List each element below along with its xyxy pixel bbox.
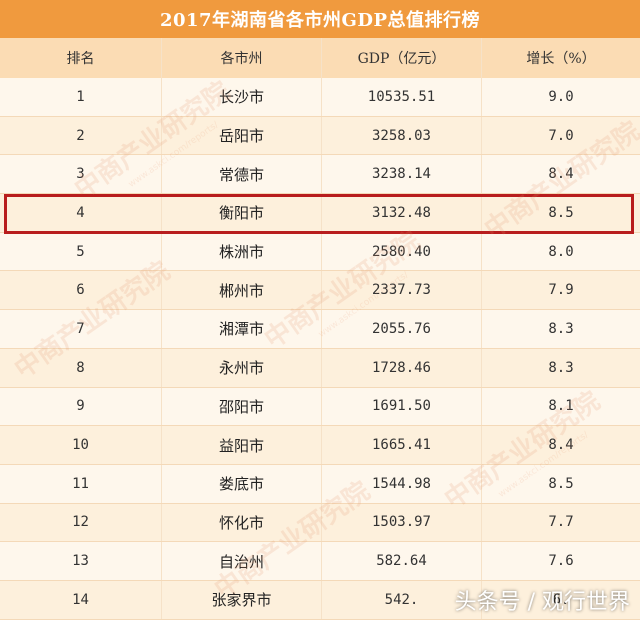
gdp-cell: 1544.98 — [322, 464, 482, 503]
city-cell: 自治州 — [162, 542, 322, 580]
rank-cell: 14 — [0, 580, 162, 619]
gdp-cell: 542. — [322, 580, 482, 619]
growth-cell: 6. — [552, 591, 570, 608]
rank-cell: 3 — [0, 155, 162, 194]
growth-cell: 9.0 — [548, 88, 574, 105]
header-gdp: GDP（亿元） — [322, 38, 482, 78]
table-title: 2017年湖南省各市州GDP总值排行榜 — [159, 10, 481, 31]
header-growth: 增长（%） — [526, 51, 596, 67]
growth-cell: 8.0 — [548, 243, 574, 260]
gdp-cell: 2580.40 — [322, 232, 482, 271]
corner-watermark: 头条号 / 观行世界 — [454, 590, 630, 615]
gdp-cell: 1691.50 — [322, 387, 482, 426]
city-cell: 株洲市 — [162, 232, 322, 271]
table-row: 11 娄底市 1544.98 8.5 — [0, 464, 640, 504]
city-cell: 岳阳市 — [162, 116, 322, 155]
growth-cell: 8.3 — [548, 320, 574, 337]
rank-cell: 12 — [0, 503, 162, 542]
table-row: 6 郴州市 2337.73 7.9 — [0, 271, 640, 311]
city-cell: 湘潭市 — [162, 310, 322, 348]
city-cell: 怀化市 — [162, 503, 322, 542]
rank-cell: 11 — [0, 464, 162, 503]
city-cell: 娄底市 — [162, 464, 322, 503]
city-cell: 长沙市 — [162, 78, 322, 116]
gdp-cell: 1665.41 — [322, 426, 482, 464]
city-cell: 永州市 — [162, 348, 322, 387]
growth-cell: 7.6 — [548, 553, 574, 570]
table-row: 1 长沙市 10535.51 9.0 — [0, 78, 640, 117]
growth-cell: 8.4 — [548, 166, 574, 183]
table-row: 4 衡阳市 3132.48 8.5 — [0, 194, 640, 233]
table-row: 7 湘潭市 2055.76 8.3 — [0, 310, 640, 349]
gdp-cell: 2055.76 — [322, 310, 482, 348]
gdp-cell: 3238.14 — [322, 155, 482, 194]
growth-cell: 8.5 — [548, 204, 574, 221]
growth-cell: 7.0 — [548, 127, 574, 144]
city-cell: 衡阳市 — [162, 194, 322, 232]
table-row: 12 怀化市 1503.97 7.7 — [0, 503, 640, 543]
table-row: 3 常德市 3238.14 8.4 — [0, 155, 640, 195]
table-row: 8 永州市 1728.46 8.3 — [0, 348, 640, 388]
rank-cell: 5 — [0, 232, 162, 271]
table-row: 10 益阳市 1665.41 8.4 — [0, 426, 640, 465]
table-row: 5 株洲市 2580.40 8.0 — [0, 232, 640, 272]
rank-cell: 8 — [0, 348, 162, 387]
header-rank: 排名 — [0, 38, 162, 78]
growth-cell: 7.9 — [548, 282, 574, 299]
city-cell: 郴州市 — [162, 271, 322, 310]
city-cell: 益阳市 — [162, 426, 322, 464]
growth-cell: 8.1 — [548, 398, 574, 415]
table-body: 1 长沙市 10535.51 9.0 2 岳阳市 3258.03 7.0 3 常… — [0, 78, 640, 620]
table-row: 13 自治州 582.64 7.6 — [0, 542, 640, 581]
growth-cell: 8.4 — [548, 437, 574, 454]
growth-cell: 8.3 — [548, 359, 574, 376]
city-cell: 张家界市 — [162, 580, 322, 619]
rank-cell: 2 — [0, 116, 162, 155]
growth-cell: 7.7 — [548, 514, 574, 531]
gdp-cell: 1728.46 — [322, 348, 482, 387]
gdp-cell: 2337.73 — [322, 271, 482, 310]
rank-cell: 7 — [0, 310, 162, 348]
gdp-cell: 3258.03 — [322, 116, 482, 155]
gdp-cell: 3132.48 — [322, 194, 482, 232]
rank-cell: 13 — [0, 542, 162, 580]
header-city: 各市州 — [162, 38, 322, 78]
gdp-cell: 10535.51 — [322, 78, 482, 116]
gdp-cell: 582.64 — [322, 542, 482, 580]
city-cell: 邵阳市 — [162, 387, 322, 426]
table-row: 9 邵阳市 1691.50 8.1 — [0, 387, 640, 427]
title-bar: 2017年湖南省各市州GDP总值排行榜 — [0, 0, 640, 38]
table-row: 2 岳阳市 3258.03 7.0 — [0, 116, 640, 156]
rank-cell: 4 — [0, 194, 162, 232]
rank-cell: 10 — [0, 426, 162, 464]
rank-cell: 1 — [0, 78, 162, 116]
table-row: 14 张家界市 542. 6. — [0, 580, 640, 620]
growth-cell: 8.5 — [548, 475, 574, 492]
gdp-cell: 1503.97 — [322, 503, 482, 542]
rank-cell: 6 — [0, 271, 162, 310]
table-header: 排名 各市州 GDP（亿元） 增长（%） — [0, 38, 640, 78]
city-cell: 常德市 — [162, 155, 322, 194]
rank-cell: 9 — [0, 387, 162, 426]
